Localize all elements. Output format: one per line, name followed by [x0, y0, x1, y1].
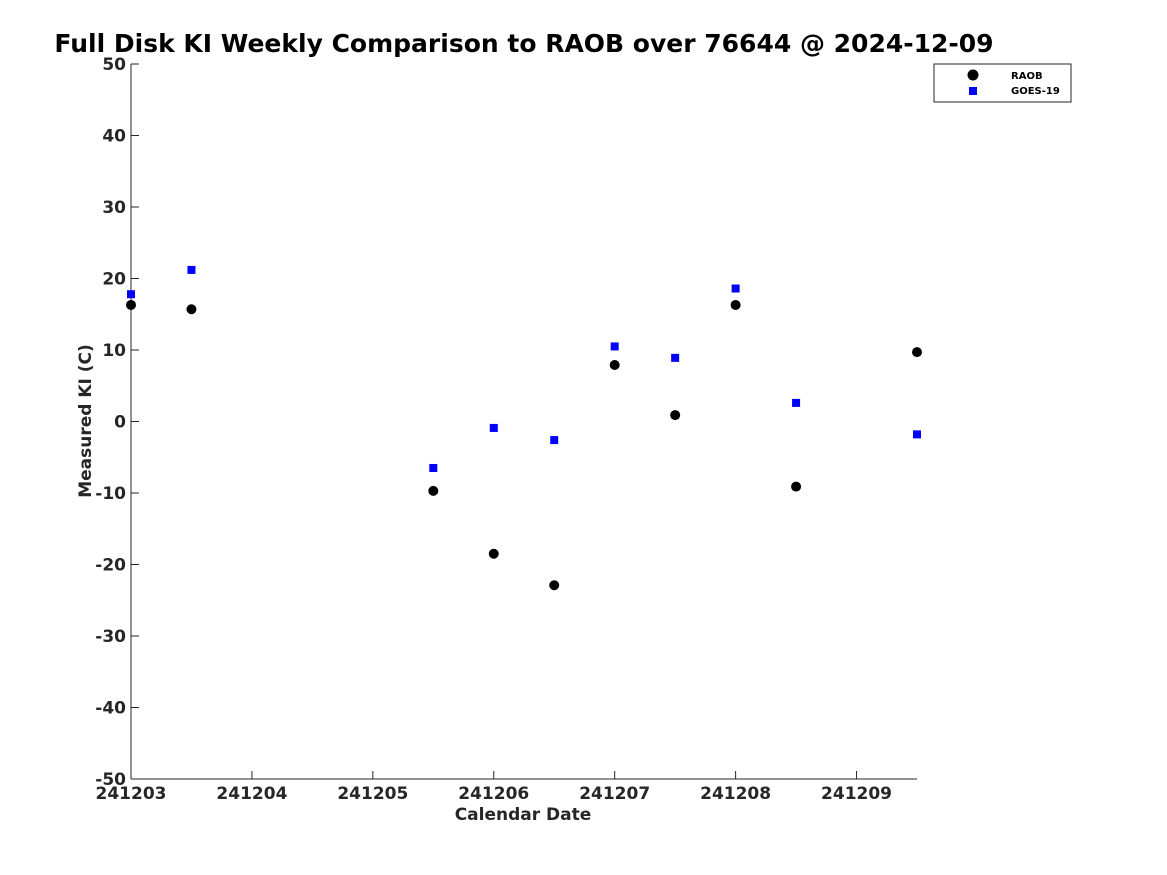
legend-box [933, 63, 1072, 103]
raob-point [549, 580, 560, 591]
raob-point [186, 304, 197, 315]
raob-point [428, 485, 439, 496]
goes-19-point [429, 463, 438, 472]
y-tick-label: -10 [95, 484, 126, 504]
raob-point [488, 548, 499, 559]
x-tick-label: 241206 [458, 784, 529, 804]
legend-raob-marker [967, 69, 979, 81]
y-tick-label: -30 [95, 627, 126, 647]
goes-19-point [731, 284, 740, 293]
y-tick-label: 20 [102, 270, 126, 290]
y-axis-label: Measured KI (C) [76, 344, 96, 498]
y-axis-ticks: 50 40 30 20 10 0 -10 -20 -30 -40 -50 [95, 55, 139, 790]
y-tick-label: 50 [102, 55, 126, 75]
goes-19-point [792, 398, 801, 407]
legend-raob-label: RAOB [1011, 71, 1043, 82]
y-tick-label: 0 [114, 413, 126, 433]
goes-19-point [489, 423, 498, 432]
raob-point [912, 347, 922, 358]
x-tick-label: 241208 [700, 784, 771, 804]
y-tick-label: -50 [95, 770, 126, 790]
raob-point [730, 299, 741, 310]
legend-goes-label: GOES-19 [1011, 86, 1060, 97]
raob-point [791, 481, 802, 492]
y-tick-label: 10 [102, 341, 126, 361]
y-tick-label: 40 [102, 127, 126, 147]
goes-19-point [610, 342, 619, 351]
goes-19-point [187, 265, 196, 274]
x-tick-label: 241207 [579, 784, 650, 804]
raob-point [126, 299, 136, 310]
x-axis-ticks: 241203 241204 241205 241206 241207 241208 2412… [96, 771, 892, 804]
goes-19-point [550, 436, 559, 445]
y-tick-label: 30 [102, 198, 126, 218]
raob-point [670, 410, 681, 421]
y-tick-label: -20 [95, 556, 126, 576]
legend-goes-marker [969, 87, 977, 95]
x-tick-label: 241209 [821, 784, 892, 804]
x-tick-label: 241205 [337, 784, 408, 804]
chart-title: Full Disk KI Weekly Comparison to RAOB o… [54, 29, 993, 58]
x-axis-label: Calendar Date [455, 805, 592, 825]
legend: RAOB GOES-19 [933, 63, 1072, 103]
goes-19-point [913, 430, 921, 439]
x-tick-label: 241204 [216, 784, 287, 804]
raob-point [609, 360, 620, 371]
y-tick-label: -40 [95, 699, 126, 719]
x-tick-label: 241203 [96, 784, 167, 804]
goes-19-point [127, 290, 135, 299]
data-points [126, 265, 922, 591]
goes-19-point [671, 353, 680, 362]
